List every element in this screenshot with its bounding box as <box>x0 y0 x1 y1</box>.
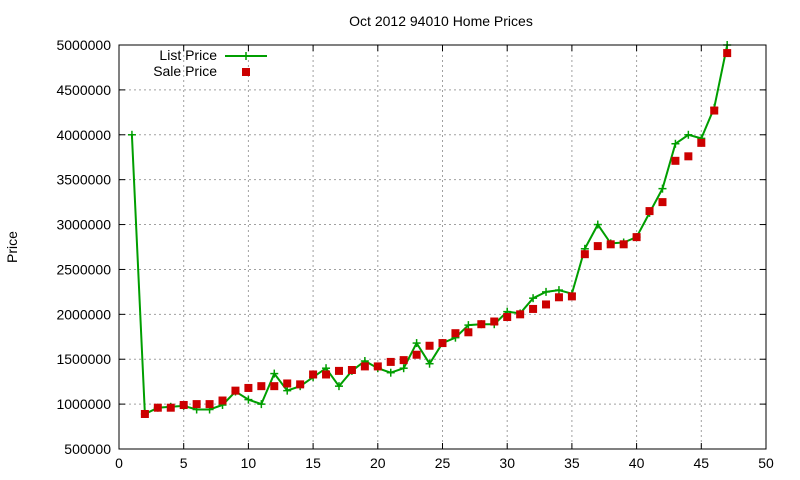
list-price-point <box>244 395 253 404</box>
y-tick-label: 3000000 <box>56 217 111 233</box>
x-tick-label: 30 <box>499 455 515 471</box>
sale-price-point <box>671 156 680 165</box>
sale-price-point <box>723 49 732 58</box>
y-tick-label: 500000 <box>64 441 111 457</box>
list-price-point <box>671 139 680 148</box>
sale-price-point <box>529 304 538 313</box>
list-price-point <box>334 382 343 391</box>
sale-price-point <box>347 365 356 374</box>
sale-price-point <box>606 240 615 249</box>
x-tick-label: 10 <box>241 455 257 471</box>
list-price-point <box>399 364 408 373</box>
sale-price-point <box>490 317 499 326</box>
x-tick-label: 40 <box>629 455 645 471</box>
y-tick-label: 2000000 <box>56 306 111 322</box>
x-tick-label: 0 <box>115 455 123 471</box>
sale-price-point <box>153 403 162 412</box>
sale-price-point <box>166 403 175 412</box>
sale-price-point <box>140 409 149 418</box>
sale-price-point <box>658 198 667 207</box>
grid-lines <box>119 45 766 449</box>
sale-price-point <box>580 250 589 259</box>
list-price-point <box>257 400 266 409</box>
sale-price-point <box>399 356 408 365</box>
y-tick-label: 1500000 <box>56 351 111 367</box>
sale-price-point <box>179 401 188 410</box>
list-price-point <box>684 130 693 139</box>
legend-label-sale-price: Sale Price <box>153 63 217 79</box>
sale-price-point <box>257 382 266 391</box>
list-price-point <box>425 359 434 368</box>
list-price-point <box>529 294 538 303</box>
sale-price-point <box>231 386 240 395</box>
y-tick-label: 2500000 <box>56 261 111 277</box>
sale-price-point <box>697 138 706 147</box>
chart-title: Oct 2012 94010 Home Prices <box>349 13 533 29</box>
sale-price-point <box>244 383 253 392</box>
sale-price-point <box>192 400 201 409</box>
sale-price-point <box>684 152 693 161</box>
x-tick-label: 50 <box>758 455 774 471</box>
sale-price-point <box>645 207 654 216</box>
y-axis-label: Price <box>4 231 20 263</box>
sale-price-point <box>322 370 331 379</box>
sale-price-point <box>309 370 318 379</box>
sale-price-point <box>542 300 551 309</box>
list-price-point <box>270 369 279 378</box>
list-price-point <box>283 386 292 395</box>
x-tick-label: 15 <box>305 455 321 471</box>
sale-price-point <box>438 339 447 348</box>
sale-price-point <box>334 366 343 375</box>
sale-price-point <box>516 310 525 319</box>
y-tick-label: 1000000 <box>56 396 111 412</box>
sale-price-point <box>451 329 460 338</box>
x-tick-label: 45 <box>694 455 710 471</box>
x-tick-label: 5 <box>180 455 188 471</box>
list-price-line <box>130 44 729 416</box>
sale-price-point <box>425 341 434 350</box>
list-price-point <box>127 130 136 139</box>
list-price-point <box>542 287 551 296</box>
sale-price-point <box>296 380 305 389</box>
plot-frame <box>118 44 767 450</box>
y-tick-label: 4000000 <box>56 127 111 143</box>
sale-price-point <box>270 382 279 391</box>
sale-price-point <box>619 240 628 249</box>
plot-series <box>127 41 732 418</box>
sale-price-point <box>464 328 473 337</box>
sale-price-point <box>593 242 602 251</box>
list-price-point <box>412 339 421 348</box>
sale-price-point <box>567 292 576 301</box>
legend-swatch-sale-price <box>242 68 250 76</box>
list-price-point <box>386 368 395 377</box>
legend-label-list-price: List Price <box>159 47 217 63</box>
sale-price-point <box>477 320 486 329</box>
axis-ticks: 0 5 10 15 20 25 30 35 40 45 50 500000 1000000 1500000… <box>56 37 774 471</box>
sale-price-point <box>710 106 719 115</box>
list-price-point <box>593 220 602 229</box>
sale-price-point <box>218 396 227 405</box>
list-price-point <box>554 286 563 295</box>
list-price-point <box>658 184 667 193</box>
x-tick-label: 25 <box>435 455 451 471</box>
y-tick-label: 5000000 <box>56 37 111 53</box>
x-tick-label: 20 <box>370 455 386 471</box>
y-tick-label: 4500000 <box>56 82 111 98</box>
sale-price-point <box>412 350 421 359</box>
y-tick-label: 3500000 <box>56 172 111 188</box>
sale-price-point <box>283 379 292 388</box>
sale-price-point <box>632 233 641 242</box>
x-tick-label: 35 <box>564 455 580 471</box>
list-price-point <box>464 321 473 330</box>
sale-price-point <box>360 362 369 371</box>
sale-price-point <box>554 293 563 302</box>
sale-price-point <box>205 400 214 409</box>
sale-price-point <box>386 357 395 366</box>
sale-price-point <box>503 313 512 322</box>
sale-price-point <box>373 362 382 371</box>
